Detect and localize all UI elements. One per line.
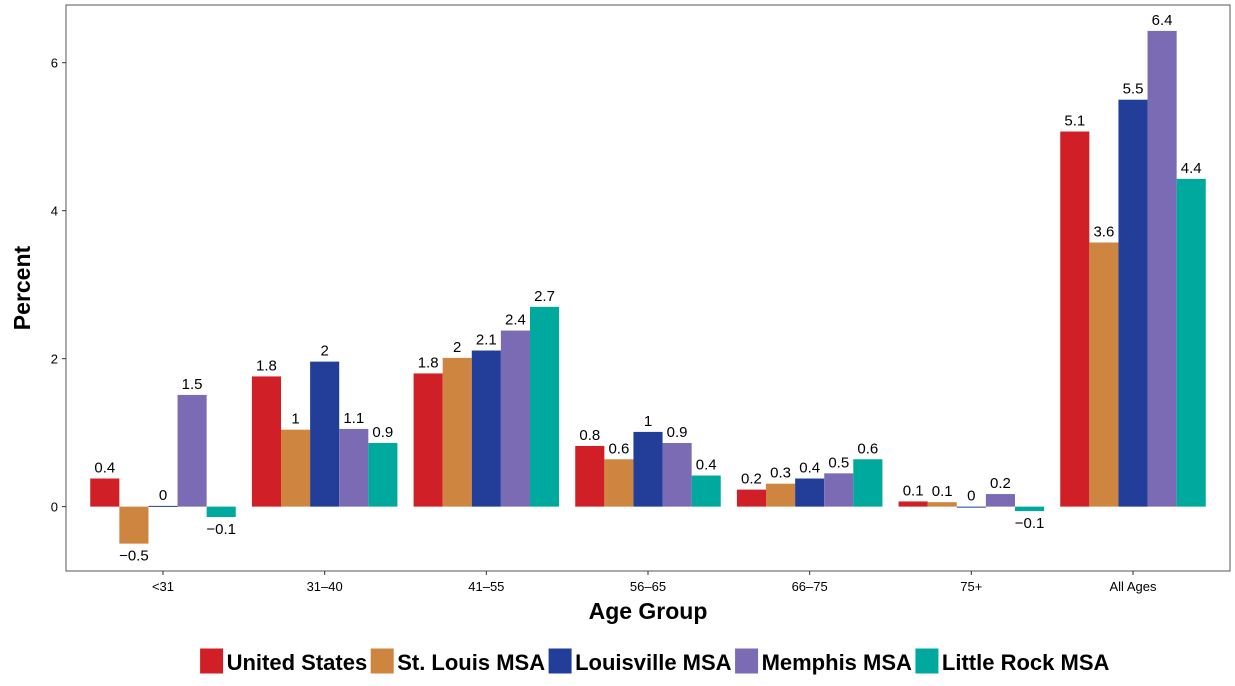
data-label: 2.7 [534,288,555,305]
data-label: 1.5 [182,376,203,393]
data-label: 1.1 [343,410,364,427]
bar [500,330,530,507]
bar [662,443,692,507]
data-label: 0.9 [372,424,393,441]
legend-label: Little Rock MSA [942,650,1110,675]
bar [368,443,398,507]
x-tick-label: <31 [152,579,174,594]
data-label: 2.1 [476,332,497,349]
data-label: 2 [453,339,461,356]
bar [1060,131,1090,507]
bar [251,376,282,507]
bar [1118,99,1148,507]
bar [956,506,986,508]
data-label: 0.6 [608,440,629,457]
data-label: 0.9 [667,424,688,441]
data-label: 4.4 [1181,160,1202,177]
bar [795,478,825,507]
legend-label: Louisville MSA [575,650,732,675]
bar [177,394,207,507]
y-tick-label: 4 [51,204,58,219]
x-axis-title: Age Group [589,598,708,624]
legend-swatch [547,647,573,675]
data-label: 6.4 [1152,12,1173,29]
data-label: 1.8 [256,357,277,374]
data-label: 0.4 [799,460,820,477]
bar [1147,30,1177,507]
x-tick-label: 31–40 [307,579,343,594]
bar [575,445,605,507]
legend-swatch [734,647,760,675]
bar [824,473,854,507]
data-label: 0.2 [741,471,762,488]
bar [310,361,340,507]
data-label: 0.2 [990,475,1011,492]
data-label: 0 [967,488,975,505]
data-label: 1.8 [418,354,439,371]
bar [529,306,560,507]
data-label: 0.1 [903,482,924,499]
y-axis-title: Percent [9,245,35,330]
data-label: 0 [159,487,167,504]
y-tick-label: 6 [51,56,58,71]
data-label: 2 [320,343,328,360]
bar [853,459,883,507]
y-tick-label: 2 [51,352,58,367]
data-label: 5.1 [1064,113,1085,130]
data-label: 1 [644,413,652,430]
data-label: 5.5 [1123,81,1144,98]
x-tick-label: 41–55 [468,579,504,594]
bar [985,494,1015,507]
bar [442,357,472,507]
bar [898,501,928,507]
data-label: 1 [291,411,299,428]
legend-label: St. Louis MSA [397,650,545,675]
x-tick-label: All Ages [1110,579,1157,594]
bar [766,483,796,507]
y-tick-label: 0 [51,500,58,515]
bar [1014,506,1045,512]
data-label: 0.4 [94,460,115,477]
bar [1089,242,1119,507]
bar [736,489,767,507]
bar [281,429,311,507]
legend-label: Memphis MSA [762,650,912,675]
data-label: −0.5 [119,548,149,565]
data-label: 0.8 [579,427,600,444]
legend-swatch [914,647,940,675]
bar [413,373,443,507]
data-label: 0.5 [828,454,849,471]
data-label: 0.1 [932,483,953,500]
bar [119,506,149,544]
bar [148,505,178,507]
data-label: −0.1 [206,521,236,538]
legend-label: United States [227,650,368,675]
legend-swatch [369,647,395,675]
bar [1176,178,1206,507]
bar [206,506,236,517]
bar [90,478,120,507]
bar [604,459,634,507]
data-label: 0.6 [857,440,878,457]
data-label: −0.1 [1015,515,1045,532]
data-label: 2.4 [505,312,526,329]
x-tick-label: 56–65 [630,579,666,594]
bar [691,475,721,507]
data-label: 0.4 [696,457,717,474]
x-tick-label: 75+ [960,579,982,594]
x-tick-label: 66–75 [792,579,828,594]
bar [471,350,501,507]
bar [633,431,663,507]
data-label: 3.6 [1093,223,1114,240]
bar [339,428,369,507]
bar [927,502,957,507]
data-label: 0.3 [770,465,791,482]
legend-swatch [199,647,225,675]
